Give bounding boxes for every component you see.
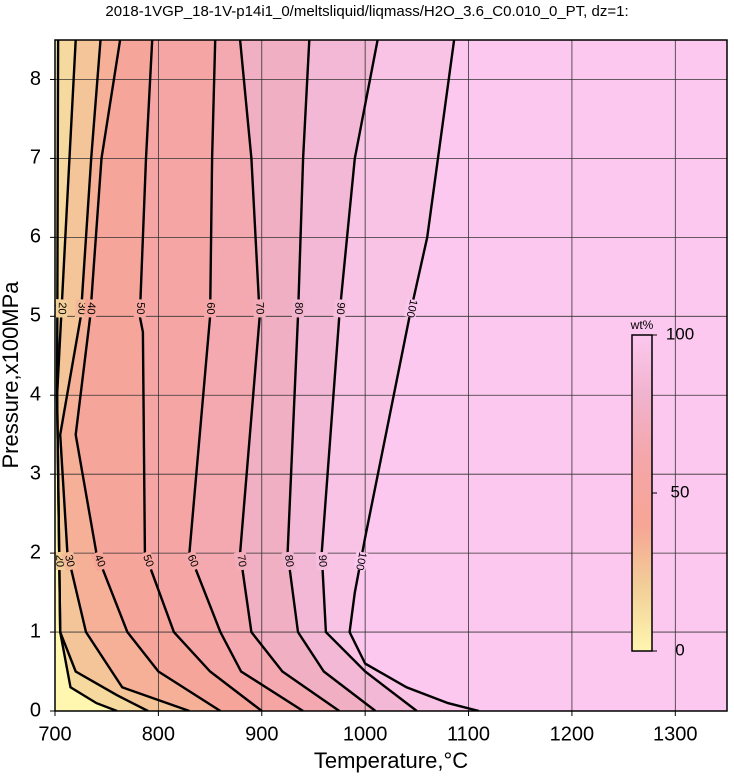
- contour-label-bg: [403, 298, 420, 319]
- contour-label-bg: [291, 299, 305, 318]
- contour-label-group: 90: [333, 298, 347, 318]
- contour-label: 50: [140, 553, 155, 569]
- x-tick-label: 800: [142, 723, 175, 745]
- colorbar: [631, 334, 653, 652]
- contour-label-group: 50: [133, 299, 147, 318]
- contour-label: 90: [316, 555, 329, 568]
- x-tick-label: 1200: [550, 723, 595, 745]
- contour-label: 20: [55, 302, 68, 315]
- contour-label-group: 30: [61, 550, 78, 572]
- contour-label-bg: [90, 550, 109, 572]
- x-tick-label: 1000: [343, 723, 388, 745]
- contour-label: 30: [62, 554, 76, 569]
- contour-label-group: 100: [353, 551, 368, 571]
- contour-label-group: 40: [90, 550, 109, 572]
- y-tick-label: 4: [30, 384, 41, 406]
- contour-label-bg: [252, 299, 266, 318]
- contour-line: [348, 40, 480, 711]
- x-tick-label: 1100: [447, 723, 490, 745]
- contour-label-bg: [315, 551, 329, 571]
- contour-label-group: 60: [183, 550, 202, 572]
- contour-label-group: 80: [281, 551, 296, 571]
- contour-label: 40: [84, 302, 97, 315]
- contour-label-group: 80: [291, 299, 305, 318]
- contour-label: 100: [404, 298, 420, 319]
- y-tick-label: 0: [30, 699, 41, 721]
- y-tick-label: 8: [30, 68, 41, 90]
- contour-label-group: 20: [55, 299, 69, 318]
- contour-line: [55, 40, 118, 711]
- contour-label: 80: [292, 302, 304, 315]
- contour-line: [74, 40, 222, 711]
- chart-title: 2018-1VGP_18-1V-p14i1_0/meltsliquid/liqm…: [105, 3, 628, 20]
- contour-label: 70: [234, 554, 248, 568]
- contour-label: 60: [185, 553, 201, 569]
- y-tick-label: 3: [30, 462, 41, 484]
- contour-label: 70: [253, 302, 266, 315]
- contour-label-bg: [61, 550, 78, 572]
- contour-label-group: 70: [252, 299, 266, 318]
- contour-label-group: 70: [233, 551, 249, 571]
- y-tick-label: 2: [30, 541, 41, 563]
- contour-label-bg: [204, 299, 217, 318]
- colorbar-tick-label: 100: [666, 324, 694, 343]
- contour-label-group: 40: [84, 298, 98, 318]
- contour-label: 90: [334, 302, 347, 315]
- contour-label-bg: [84, 298, 98, 318]
- contour-label: 40: [92, 553, 108, 569]
- x-tick-label: 1300: [653, 723, 698, 745]
- y-tick-label: 7: [30, 147, 41, 169]
- colorbar-label: wt%: [630, 318, 654, 332]
- x-tick-label: 900: [245, 723, 278, 745]
- y-tick-label: 6: [30, 226, 41, 248]
- contour-label-bg: [353, 551, 369, 571]
- contour-line: [55, 40, 149, 711]
- colorbar-tick-label: 50: [671, 482, 690, 501]
- contour-label-group: 50: [139, 550, 157, 572]
- overlay: 700 800 900 1000 1100 1200 1300 0 1 2 3 4 5 6 7 8 wt% 0 50…: [30, 39, 728, 745]
- contour-label-bg: [133, 299, 147, 318]
- contour-label: 60: [204, 302, 216, 314]
- y-tick-label: 1: [30, 620, 41, 642]
- contour-line: [58, 40, 190, 711]
- x-tick-label: 700: [38, 723, 71, 745]
- contour-label: 100: [353, 551, 368, 571]
- contour-label-bg: [281, 551, 296, 571]
- colorbar-tick-label: 0: [675, 640, 684, 659]
- contour-label-group: 60: [204, 299, 217, 318]
- y-tick-label: 5: [30, 305, 41, 327]
- plot-frame: [54, 39, 728, 712]
- contour-label-bg: [183, 550, 202, 572]
- x-axis-label: Temperature,°C: [314, 748, 468, 773]
- contour-label-bg: [333, 298, 347, 318]
- contour-label-bg: [139, 550, 157, 572]
- y-axis-label: Pressure,x100MPa: [0, 281, 23, 469]
- plot-area: 1010202030304040505060607070808090901001…: [53, 40, 727, 711]
- contour-line: [138, 40, 263, 711]
- contour-label-bg: [55, 299, 69, 318]
- contour-label-group: 90: [315, 551, 329, 571]
- contour-label-group: 100: [403, 298, 420, 319]
- contour-label: 20: [53, 555, 65, 567]
- contour-label: 50: [134, 302, 146, 315]
- contour-label: 80: [282, 554, 295, 568]
- contour-label-bg: [233, 551, 249, 571]
